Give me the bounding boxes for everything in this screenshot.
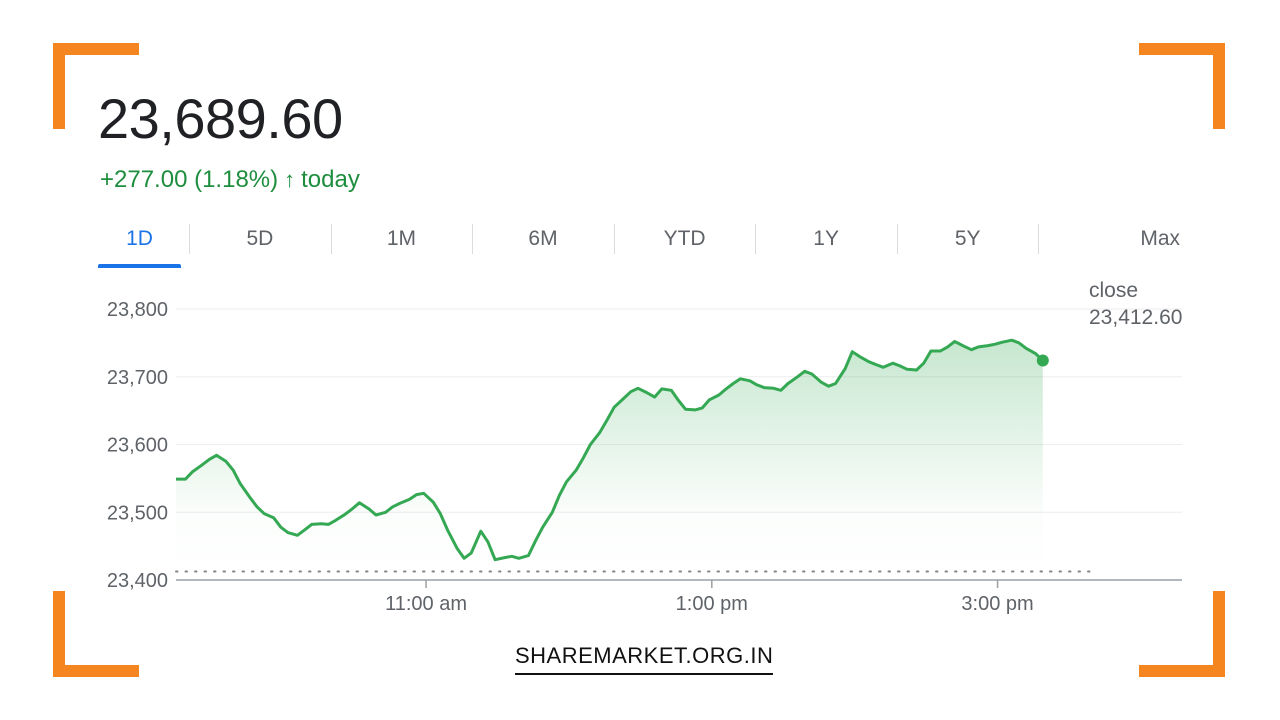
y-tick-label: 23,400 [107,570,168,592]
x-tick-label: 11:00 am [385,593,467,615]
index-price: 23,689.60 [98,87,343,150]
tab-1y[interactable]: 1Y [755,222,897,264]
y-tick-label: 23,800 [107,299,168,321]
range-tabs: 1D 5D 1M 6M YTD 1Y 5Y Max [90,222,1190,268]
corner-bracket-bottom-left [53,591,139,677]
x-tick-label: 3:00 pm [961,593,1033,615]
last-point-marker [1036,354,1049,367]
previous-close-label: close [1089,280,1138,302]
y-tick-label: 23,700 [107,367,168,389]
tab-ytd[interactable]: YTD [613,222,756,264]
corner-bracket-bottom-right [1139,591,1225,677]
y-tick-label: 23,500 [107,502,168,524]
tab-5d[interactable]: 5D [189,222,331,264]
arrow-up-icon: ↑ [284,167,296,192]
price-change: +277.00 (1.18%) ↑ today [100,166,360,194]
tab-max[interactable]: Max [1038,222,1190,264]
tab-6m[interactable]: 6M [472,222,614,264]
corner-bracket-top-right [1139,43,1225,129]
y-tick-label: 23,600 [107,435,168,457]
previous-close-label: 23,412.60 [1089,306,1182,329]
change-value: +277.00 (1.18%) [100,166,279,193]
x-tick-label: 1:00 pm [676,593,748,615]
tab-1m[interactable]: 1M [330,222,473,264]
corner-bracket-top-left [53,43,139,129]
tab-1d[interactable]: 1D [90,222,189,268]
series-area [176,340,1043,572]
brand-watermark: SHAREMARKET.ORG.IN [515,643,774,675]
series-line [176,338,1044,562]
tab-5y[interactable]: 5Y [896,222,1039,264]
price-chart: 23,400 23,500 23,600 23,700 23,800 11:00 am 1:… [107,280,1183,615]
change-period: today [301,166,360,193]
